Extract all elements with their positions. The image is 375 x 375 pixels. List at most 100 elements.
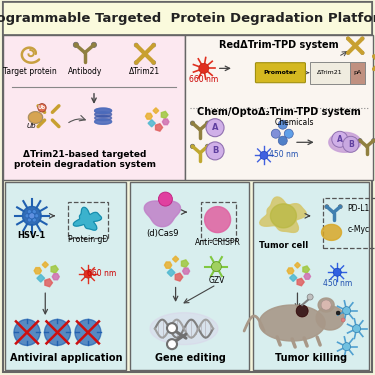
Bar: [350, 62, 366, 84]
Circle shape: [361, 51, 364, 54]
Polygon shape: [318, 298, 334, 312]
Circle shape: [152, 61, 156, 64]
Circle shape: [343, 343, 351, 351]
Text: 450 nm: 450 nm: [269, 150, 298, 159]
Text: Tumor cell: Tumor cell: [259, 241, 308, 250]
Polygon shape: [259, 305, 325, 341]
Polygon shape: [297, 278, 304, 286]
Polygon shape: [287, 268, 294, 274]
Polygon shape: [165, 262, 172, 268]
Circle shape: [167, 323, 177, 333]
Polygon shape: [162, 119, 169, 124]
Circle shape: [373, 55, 375, 58]
Bar: [185, 35, 373, 180]
Circle shape: [346, 51, 350, 54]
Polygon shape: [144, 201, 180, 227]
Circle shape: [32, 218, 36, 222]
Polygon shape: [153, 108, 159, 114]
Bar: [130, 182, 249, 370]
Circle shape: [27, 210, 32, 214]
Text: Anti-CRISPR: Anti-CRISPR: [195, 238, 240, 247]
Circle shape: [372, 139, 375, 142]
Circle shape: [38, 104, 46, 112]
Circle shape: [332, 131, 348, 147]
Text: RedΔTrim-TPD system: RedΔTrim-TPD system: [219, 40, 339, 50]
Circle shape: [346, 37, 350, 40]
Text: Tumor killing: Tumor killing: [275, 352, 348, 363]
Circle shape: [134, 43, 138, 47]
Text: A: A: [337, 135, 343, 144]
Text: B: B: [348, 140, 354, 149]
Polygon shape: [167, 269, 175, 276]
Circle shape: [361, 37, 364, 40]
Polygon shape: [156, 124, 163, 131]
Polygon shape: [94, 112, 111, 117]
Polygon shape: [303, 266, 309, 273]
Circle shape: [199, 63, 209, 74]
Polygon shape: [94, 108, 111, 113]
Text: B: B: [212, 146, 218, 155]
Polygon shape: [73, 207, 102, 230]
Bar: [310, 62, 366, 84]
Circle shape: [352, 325, 361, 333]
Polygon shape: [94, 108, 111, 113]
Text: pA: pA: [354, 70, 362, 75]
Polygon shape: [270, 204, 296, 228]
Polygon shape: [148, 120, 155, 127]
Circle shape: [34, 214, 39, 218]
Text: c-Myc: c-Myc: [348, 225, 370, 234]
Polygon shape: [182, 260, 189, 267]
Circle shape: [190, 144, 195, 148]
Polygon shape: [290, 274, 297, 281]
Polygon shape: [51, 266, 58, 273]
Circle shape: [341, 318, 345, 322]
Polygon shape: [172, 256, 178, 262]
Polygon shape: [37, 274, 45, 282]
Text: ΔTrim21: ΔTrim21: [129, 67, 160, 76]
Circle shape: [158, 192, 172, 206]
Polygon shape: [42, 262, 48, 268]
Bar: [322, 198, 375, 248]
Circle shape: [206, 142, 224, 160]
Text: A: A: [212, 123, 218, 132]
Circle shape: [358, 139, 362, 142]
Polygon shape: [45, 320, 70, 345]
Text: (d)Cas9: (d)Cas9: [146, 229, 178, 238]
Text: Target protein: Target protein: [3, 67, 57, 76]
Circle shape: [343, 136, 359, 152]
Circle shape: [190, 121, 195, 125]
Circle shape: [373, 68, 375, 70]
Text: Antibody: Antibody: [68, 67, 102, 76]
FancyBboxPatch shape: [255, 63, 306, 83]
Circle shape: [91, 42, 96, 48]
Circle shape: [206, 119, 224, 137]
Circle shape: [134, 61, 138, 64]
Text: 660 nm: 660 nm: [87, 269, 117, 278]
Bar: [201, 202, 236, 240]
Circle shape: [211, 262, 221, 272]
Polygon shape: [316, 306, 344, 330]
Circle shape: [206, 121, 210, 125]
Polygon shape: [161, 111, 168, 118]
Polygon shape: [329, 132, 361, 152]
Circle shape: [32, 210, 36, 214]
Circle shape: [333, 268, 341, 276]
Circle shape: [336, 311, 340, 315]
Polygon shape: [94, 119, 111, 124]
Polygon shape: [175, 273, 183, 281]
Text: Gene editing: Gene editing: [154, 352, 225, 363]
Circle shape: [84, 270, 92, 278]
Bar: [3, 2, 372, 35]
Polygon shape: [295, 262, 300, 268]
Polygon shape: [34, 268, 41, 274]
Circle shape: [284, 129, 293, 138]
Circle shape: [152, 43, 156, 47]
Text: GZV: GZV: [208, 276, 225, 285]
Circle shape: [338, 205, 342, 209]
Circle shape: [278, 120, 287, 129]
Text: Ub: Ub: [26, 123, 36, 129]
Polygon shape: [94, 119, 111, 124]
Circle shape: [260, 152, 268, 159]
Text: Antiviral application: Antiviral application: [10, 352, 122, 363]
Circle shape: [206, 144, 210, 148]
